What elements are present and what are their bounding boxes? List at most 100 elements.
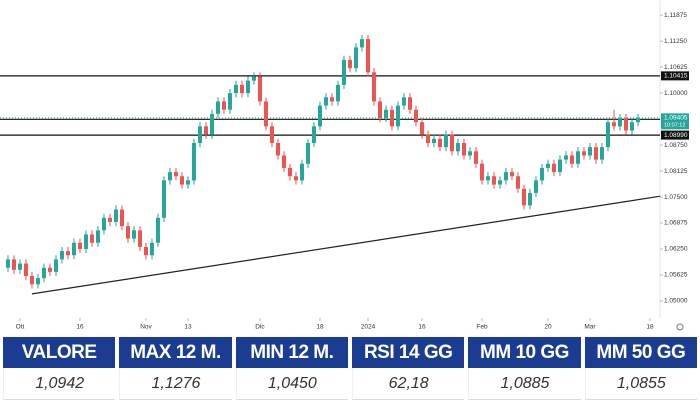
candle-body [581,151,586,156]
candle-body [269,126,274,143]
x-tick-label: 16 [76,324,84,331]
chart: 1.11875 1.11250 1.10625 1.10000 1.08750 1.081… [0,0,689,331]
candle-body [11,259,16,270]
candle-body [509,172,514,177]
candle-body [575,151,580,164]
candle-body [167,172,172,181]
y-tick-label: 1.05000 [664,298,688,305]
candle-body [335,84,340,102]
candle-body [467,151,472,156]
candle-body [197,126,202,143]
candle-body [359,39,364,48]
candle-body [419,122,424,135]
candle-body [275,142,280,156]
candle-body [443,134,448,148]
candle-body [107,217,112,222]
candle-body [611,122,616,127]
candle-body [623,118,628,131]
candle-body [257,76,262,102]
y-tick-label: 1.08125 [664,168,688,175]
candle-body [251,76,256,81]
y-tick-label: 1.06875 [664,220,688,227]
candle-body [299,163,304,181]
countdown: 10:07:12 [664,122,685,128]
candle-body [515,176,520,189]
level-label-bg [661,130,689,140]
candle-body [341,59,346,85]
settings-icon[interactable] [676,323,684,331]
candle-body [593,147,598,160]
candle-body [191,142,196,181]
candle-body [35,278,40,285]
candle-body [479,163,484,181]
y-tick-label: 1.11875 [664,12,687,19]
candle-body [77,242,82,249]
value-cell: 62,18 [352,368,465,400]
candle-body [185,180,190,185]
candle-body [425,134,430,143]
candle-body [371,72,376,102]
candle-body [317,105,322,127]
x-tick-label: Nov [140,324,152,331]
candle-body [413,109,418,123]
candle-body [311,126,316,143]
candle-body [587,147,592,156]
candle-body [227,93,232,110]
candle-body [119,209,124,227]
candle-body [95,230,100,243]
candle-body [293,176,298,181]
candle-body [485,176,490,181]
value-cell: 1,0885 [468,368,581,400]
candle-body [449,134,454,152]
candle-body [437,138,442,148]
candle-body [245,80,250,94]
candle-body [41,267,46,279]
candle-body [347,59,352,69]
candle-body [71,242,76,256]
candle-body [239,84,244,94]
value-cell: 1,0450 [235,368,348,400]
candle-body [605,122,610,148]
candle-body [569,155,574,164]
candle-body [173,172,178,177]
candle-body [263,101,268,127]
x-tick-label: 20 [544,324,552,331]
stats-table: VALORE MAX 12 M. MIN 12 M. RSI 14 GG MM 10 G… [0,337,700,400]
level-label: 1.08990 [664,132,688,139]
level-label: 1.10415 [664,73,688,80]
candle-body [221,101,226,110]
candle-body [125,226,130,239]
candle-body [473,151,478,164]
candle-body [533,180,538,193]
y-tick-label: 1.11250 [664,38,687,45]
candle-body [305,142,310,164]
candle-body [209,113,214,135]
header-cell: VALORE [3,337,116,368]
candle-body [113,209,118,222]
x-tick-label: 18 [316,324,324,331]
candle-body [527,192,532,206]
candle-body [29,276,34,285]
candle-body [149,242,154,256]
x-tick-label: Mar [584,324,596,331]
candle-body [287,167,292,177]
candle-body [383,109,388,119]
candle-body [599,147,604,160]
candle-body [161,180,166,218]
candle-body [635,117,640,123]
value-cell: 1,0855 [584,368,697,400]
candle-body [137,230,142,247]
candle-body [215,101,220,114]
candle-body [497,180,502,185]
candle-body [155,217,160,243]
header-cell: MIN 12 M. [235,337,348,368]
x-tick-label: 16 [418,324,426,331]
candle-body [455,142,460,152]
candle-body [101,217,106,231]
candle-body [551,163,556,173]
value-cell: 1,0942 [3,368,116,400]
candle-body [395,105,400,127]
x-tick-label: Ott [16,324,25,331]
header-cell: MM 10 GG [468,337,581,368]
candle-body [401,97,406,106]
